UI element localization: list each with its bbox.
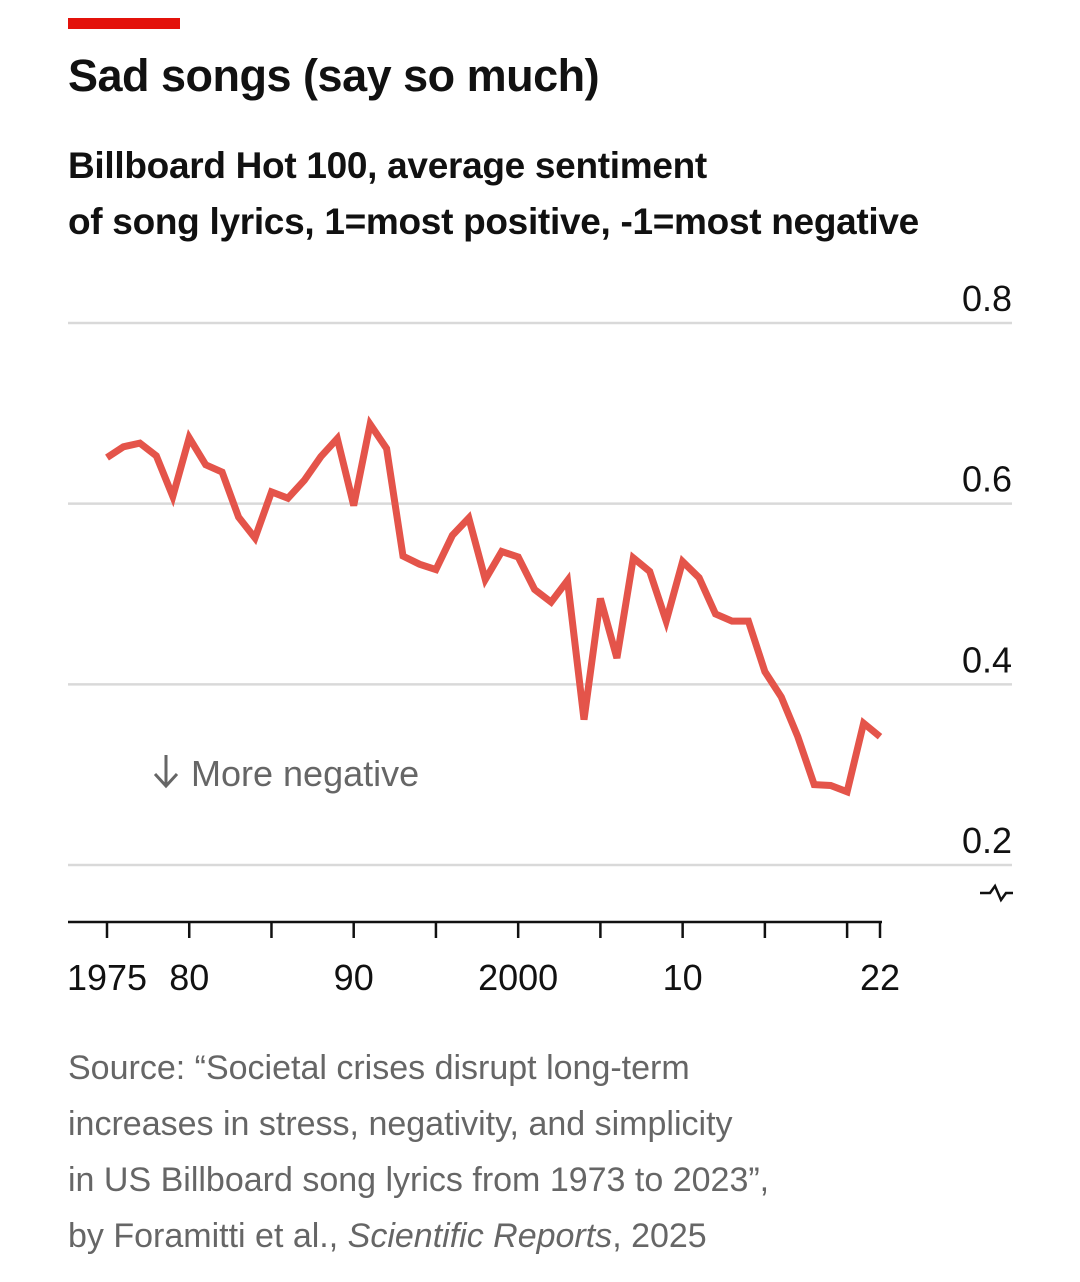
chart-subtitle: Billboard Hot 100, average sentiment of …	[68, 138, 919, 250]
axis-break-icon	[980, 883, 1013, 903]
source-line-1: Source: “Societal crises disrupt long-te…	[68, 1049, 690, 1087]
x-tick-label: 22	[860, 957, 900, 998]
chart-title: Sad songs (say so much)	[68, 50, 600, 101]
line-chart: 0.8 0.6 0.4 0.2 1975 80 90 2000 10 22 More negativ…	[67, 278, 1013, 998]
brand-accent-bar	[68, 18, 180, 29]
x-tick-label: 2000	[478, 957, 558, 998]
source-line-2: increases in stress, negativity, and sim…	[68, 1105, 733, 1143]
y-tick-label: 0.2	[962, 820, 1012, 861]
x-tick-label: 80	[169, 957, 209, 998]
y-tick-label: 0.4	[962, 639, 1012, 680]
source-line-3: in US Billboard song lyrics from 1973 to…	[68, 1161, 770, 1199]
subtitle-line-2: of song lyrics, 1=most positive, -1=most…	[68, 201, 919, 242]
source-journal: Scientific Reports	[347, 1217, 613, 1255]
y-tick-label: 0.6	[962, 459, 1012, 500]
source-authors: by Foramitti et al.,	[68, 1217, 348, 1255]
series-line	[105, 415, 883, 797]
x-tick-label: 10	[663, 957, 703, 998]
y-tick-label: 0.8	[962, 278, 1012, 319]
arrow-down-icon	[153, 755, 179, 789]
annotation-more-negative: More negative	[191, 753, 419, 794]
x-tick-label: 90	[334, 957, 374, 998]
source-year: , 2025	[612, 1217, 707, 1255]
source-note: Source: “Societal crises disrupt long-te…	[68, 1040, 769, 1264]
subtitle-line-1: Billboard Hot 100, average sentiment	[68, 145, 707, 186]
x-tick-label: 1975	[67, 957, 147, 998]
source-line-4: by Foramitti et al., Scientific Reports,…	[68, 1208, 769, 1264]
